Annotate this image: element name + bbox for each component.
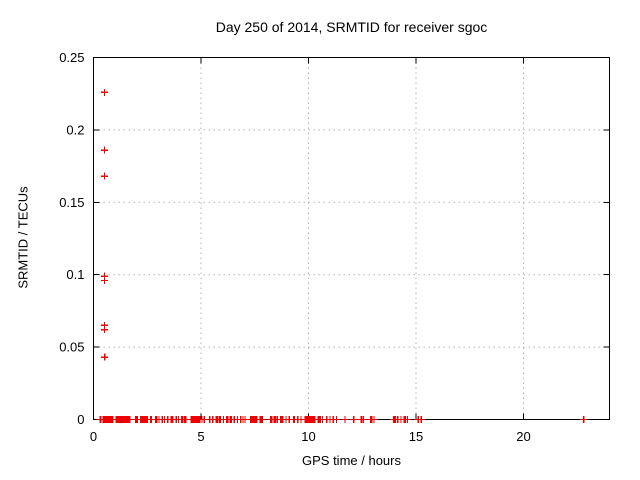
y-tick-label: 0: [77, 412, 84, 427]
x-tick-label: 10: [301, 429, 315, 444]
y-tick-label: 0.15: [59, 195, 84, 210]
y-tick-label: 0.1: [66, 267, 84, 282]
x-axis-label: GPS time / hours: [302, 453, 401, 468]
x-tick-label: 5: [197, 429, 204, 444]
plot-border: [93, 57, 610, 420]
x-tick-label: 0: [90, 429, 97, 444]
x-tick-label: 20: [516, 429, 530, 444]
y-tick-label: 0.05: [59, 340, 84, 355]
y-tick-label: 0.25: [59, 50, 84, 65]
y-tick-label: 0.2: [66, 122, 84, 137]
x-tick-label: 15: [409, 429, 423, 444]
chart-title: Day 250 of 2014, SRMTID for receiver sgo…: [215, 19, 488, 35]
